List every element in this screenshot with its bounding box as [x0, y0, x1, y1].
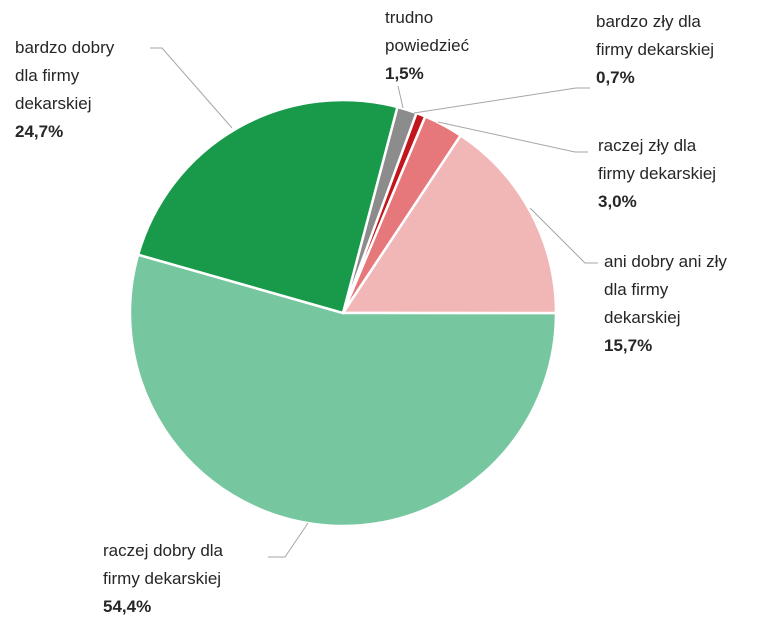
- leader-line: [437, 121, 588, 153]
- slice-label: bardzo dobry dla firmy dekarskiej 24,7%: [15, 34, 114, 146]
- pie-slice: [340, 133, 558, 315]
- leader-line: [268, 522, 309, 558]
- category-label: bardzo zły dla firmy dekarskiej: [596, 12, 715, 59]
- category-label: bardzo dobry dla firmy dekarskiej: [15, 38, 115, 113]
- slice-label: raczej zły dla firmy dekarskiej 3,0%: [598, 132, 716, 216]
- leader-line: [529, 207, 598, 264]
- leader-line: [413, 87, 590, 114]
- pie-slice: [128, 253, 558, 528]
- value-label: 3,0%: [598, 192, 637, 211]
- value-label: 1,5%: [385, 64, 424, 83]
- category-label: raczej zły dla firmy dekarskiej: [598, 136, 717, 183]
- category-label: trudno powiedzieć: [385, 8, 470, 55]
- slice-label: raczej dobry dla firmy dekarskiej 54,4%: [103, 537, 223, 621]
- slice-label: trudno powiedzieć 1,5%: [385, 4, 469, 88]
- leader-line: [150, 47, 233, 129]
- value-label: 24,7%: [15, 122, 64, 141]
- slice-label: ani dobry ani zły dla firmy dekarskiej 15…: [604, 248, 727, 360]
- value-label: 54,4%: [103, 597, 152, 616]
- value-label: 0,7%: [596, 68, 635, 87]
- category-label: raczej dobry dla firmy dekarskiej: [103, 541, 224, 588]
- category-label: ani dobry ani zły dla firmy dekarskiej: [604, 252, 727, 327]
- pie-slice: [136, 98, 399, 315]
- value-label: 15,7%: [604, 336, 653, 355]
- leader-line: [397, 85, 404, 109]
- slice-label: bardzo zły dla firmy dekarskiej 0,7%: [596, 8, 714, 92]
